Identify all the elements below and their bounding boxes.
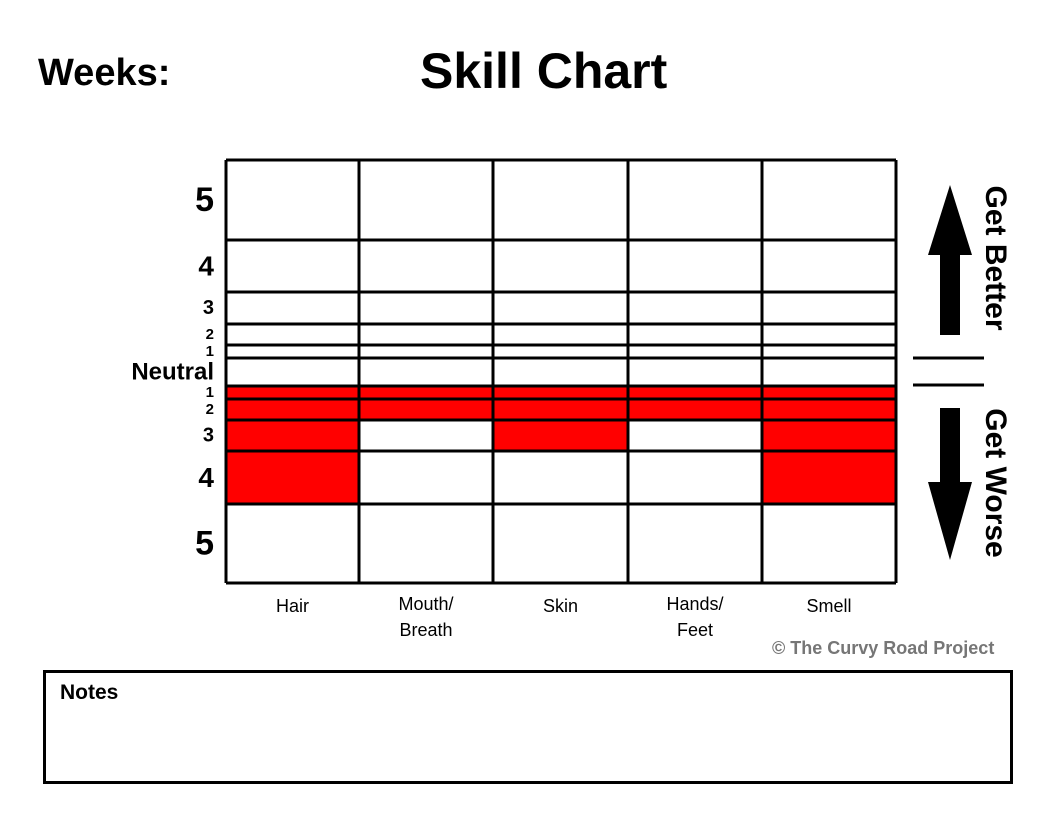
weeks-label: Weeks: bbox=[38, 52, 171, 94]
level-label: 1 bbox=[206, 343, 214, 360]
level-label: 3 bbox=[203, 297, 214, 319]
level-label: 5 bbox=[195, 181, 214, 219]
filled-cell bbox=[226, 420, 359, 451]
notes-label: Notes bbox=[60, 681, 119, 704]
filled-cell bbox=[226, 399, 359, 420]
level-label: 2 bbox=[206, 401, 214, 418]
filled-cell bbox=[226, 451, 359, 504]
filled-cell bbox=[493, 386, 628, 399]
level-label: Neutral bbox=[131, 359, 214, 386]
category-label: Hands/Feet bbox=[666, 594, 723, 640]
chart-grid bbox=[224, 158, 898, 585]
filled-cell bbox=[359, 399, 493, 420]
arrow-up-icon bbox=[928, 185, 972, 335]
filled-cell bbox=[359, 386, 493, 399]
level-label: 2 bbox=[206, 326, 214, 343]
filled-cell bbox=[226, 386, 359, 399]
arrow-down-icon bbox=[928, 408, 972, 560]
filled-cell bbox=[628, 399, 762, 420]
notes-box: Notes bbox=[43, 670, 1013, 784]
filled-cell bbox=[762, 420, 896, 451]
level-label: 1 bbox=[206, 384, 214, 401]
get-worse-label: Get Worse bbox=[979, 408, 1012, 558]
level-label: 3 bbox=[203, 425, 214, 447]
category-label: Hair bbox=[276, 596, 309, 616]
filled-cell bbox=[762, 386, 896, 399]
category-labels: Hair Mouth/Breath Skin Hands/Feet Smell bbox=[276, 594, 852, 640]
level-label: 4 bbox=[198, 251, 214, 282]
filled-cell bbox=[493, 399, 628, 420]
level-label: 4 bbox=[198, 462, 214, 493]
chart-cells bbox=[226, 386, 896, 504]
filled-cell bbox=[762, 399, 896, 420]
copyright-text: © The Curvy Road Project bbox=[772, 638, 995, 658]
get-better-label: Get Better bbox=[979, 185, 1012, 330]
filled-cell bbox=[628, 386, 762, 399]
category-label: Mouth/Breath bbox=[398, 594, 453, 640]
filled-cell bbox=[762, 451, 896, 504]
category-label: Smell bbox=[806, 596, 851, 616]
chart-title: Skill Chart bbox=[420, 43, 668, 99]
category-label: Skin bbox=[543, 596, 578, 616]
filled-cell bbox=[493, 420, 628, 451]
level-label: 5 bbox=[195, 525, 214, 563]
